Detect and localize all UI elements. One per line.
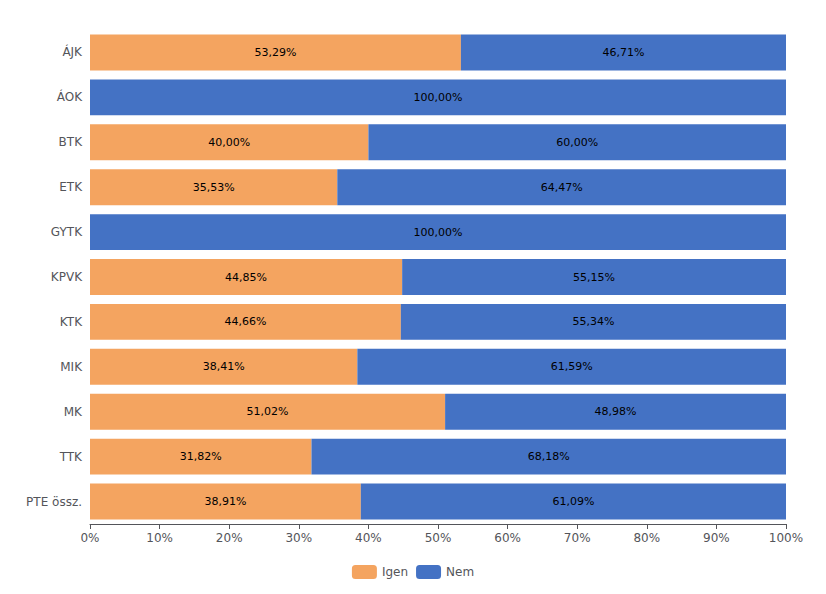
svg-text:MK: MK (64, 405, 83, 419)
svg-text:KPVK: KPVK (51, 270, 83, 284)
svg-text:61,09%: 61,09% (552, 495, 594, 508)
svg-text:38,91%: 38,91% (204, 495, 246, 508)
svg-text:53,29%: 53,29% (254, 46, 296, 59)
svg-text:70%: 70% (564, 531, 591, 545)
svg-text:55,34%: 55,34% (572, 315, 614, 328)
svg-text:0%: 0% (80, 531, 99, 545)
svg-text:46,71%: 46,71% (602, 46, 644, 59)
svg-text:100,00%: 100,00% (414, 91, 463, 104)
svg-text:Igen: Igen (382, 565, 408, 579)
svg-text:55,15%: 55,15% (573, 271, 615, 284)
svg-text:GYTK: GYTK (51, 225, 83, 239)
svg-text:20%: 20% (216, 531, 243, 545)
svg-text:60%: 60% (494, 531, 521, 545)
svg-text:40,00%: 40,00% (208, 136, 250, 149)
svg-text:10%: 10% (146, 531, 173, 545)
svg-text:BTK: BTK (59, 135, 84, 149)
svg-text:35,53%: 35,53% (193, 181, 235, 194)
svg-text:TTK: TTK (59, 450, 83, 464)
svg-text:60,00%: 60,00% (556, 136, 598, 149)
svg-text:100,00%: 100,00% (414, 226, 463, 239)
svg-text:51,02%: 51,02% (247, 405, 289, 418)
svg-text:80%: 80% (633, 531, 660, 545)
svg-text:KTK: KTK (60, 315, 83, 329)
svg-text:38,41%: 38,41% (203, 360, 245, 373)
svg-text:31,82%: 31,82% (180, 450, 222, 463)
svg-text:68,18%: 68,18% (528, 450, 570, 463)
svg-text:ETK: ETK (59, 180, 83, 194)
svg-text:PTE össz.: PTE össz. (26, 495, 82, 509)
svg-text:90%: 90% (703, 531, 730, 545)
svg-text:ÁOK: ÁOK (57, 89, 83, 104)
svg-text:Nem: Nem (446, 565, 474, 579)
svg-text:44,66%: 44,66% (224, 315, 266, 328)
svg-text:48,98%: 48,98% (595, 405, 637, 418)
svg-text:61,59%: 61,59% (551, 360, 593, 373)
svg-text:30%: 30% (285, 531, 312, 545)
svg-text:64,47%: 64,47% (541, 181, 583, 194)
svg-text:MIK: MIK (60, 360, 83, 374)
svg-text:44,85%: 44,85% (225, 271, 267, 284)
svg-text:100%: 100% (769, 531, 803, 545)
svg-text:40%: 40% (355, 531, 382, 545)
svg-text:ÁJK: ÁJK (62, 44, 83, 59)
svg-text:50%: 50% (425, 531, 452, 545)
